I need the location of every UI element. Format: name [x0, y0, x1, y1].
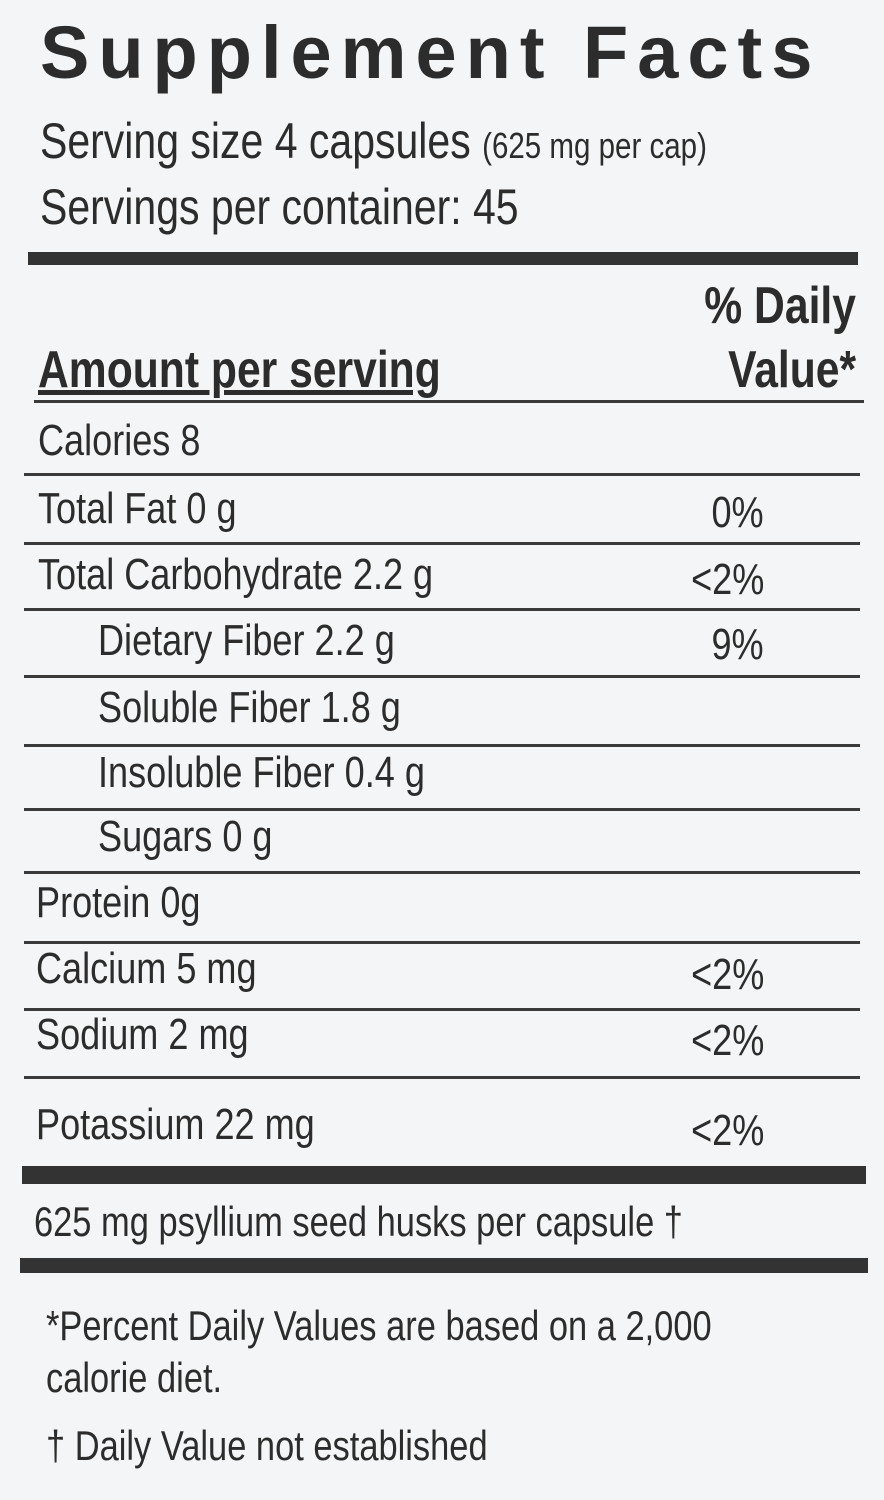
row-calories: Calories 8	[38, 416, 201, 465]
row-potassium: Potassium 22 mg	[36, 1100, 315, 1149]
divider	[24, 808, 860, 811]
divider	[24, 744, 860, 747]
dv-total-fat: 0%	[711, 488, 764, 537]
divider	[24, 473, 860, 476]
row-insoluble-fiber: Insoluble Fiber 0.4 g	[98, 748, 425, 797]
dv-sodium: <2%	[690, 1016, 764, 1065]
row-protein: Protein 0g	[36, 878, 201, 927]
ingredient-line: 625 mg psyllium seed husks per capsule †	[34, 1198, 683, 1245]
row-total-carbohydrate: Total Carbohydrate 2.2 g	[38, 550, 434, 599]
divider	[34, 400, 864, 403]
row-dietary-fiber: Dietary Fiber 2.2 g	[98, 616, 395, 665]
label-title: Supplement Facts	[40, 11, 822, 94]
dv-dietary-fiber: 9%	[711, 620, 764, 669]
row-soluble-fiber: Soluble Fiber 1.8 g	[98, 683, 401, 732]
daily-value-header-line2: Value*	[727, 341, 856, 399]
row-calcium: Calcium 5 mg	[36, 944, 257, 993]
servings-per-container: Servings per container: 45	[40, 179, 519, 235]
divider	[24, 871, 860, 874]
row-sodium: Sodium 2 mg	[36, 1010, 249, 1059]
row-sugars: Sugars 0 g	[98, 812, 273, 861]
dv-calcium: <2%	[690, 950, 764, 999]
dv-total-carbohydrate: <2%	[690, 555, 764, 604]
daily-value-header-line1: % Daily	[704, 277, 856, 335]
thick-divider	[20, 1258, 868, 1273]
serving-note: (625 mg per cap)	[482, 125, 707, 166]
footnote-percent-line2: calorie diet.	[46, 1354, 223, 1401]
divider	[24, 1008, 860, 1011]
row-total-fat: Total Fat 0 g	[38, 484, 237, 533]
thick-divider	[22, 1166, 866, 1184]
footnote-dagger: † Daily Value not established	[46, 1422, 488, 1469]
divider	[24, 542, 860, 545]
dv-potassium: <2%	[690, 1106, 764, 1155]
divider	[24, 608, 860, 611]
footnote-percent-line1: *Percent Daily Values are based on a 2,0…	[46, 1302, 712, 1349]
divider	[24, 1076, 860, 1079]
serving-size: Serving size 4 capsules (625 mg per cap)	[40, 112, 707, 170]
serving-size-text: Serving size 4 capsules	[40, 113, 471, 169]
divider	[24, 675, 860, 678]
thick-divider	[28, 252, 858, 265]
amount-per-serving-header: Amount per serving	[38, 341, 441, 399]
divider	[24, 941, 860, 944]
